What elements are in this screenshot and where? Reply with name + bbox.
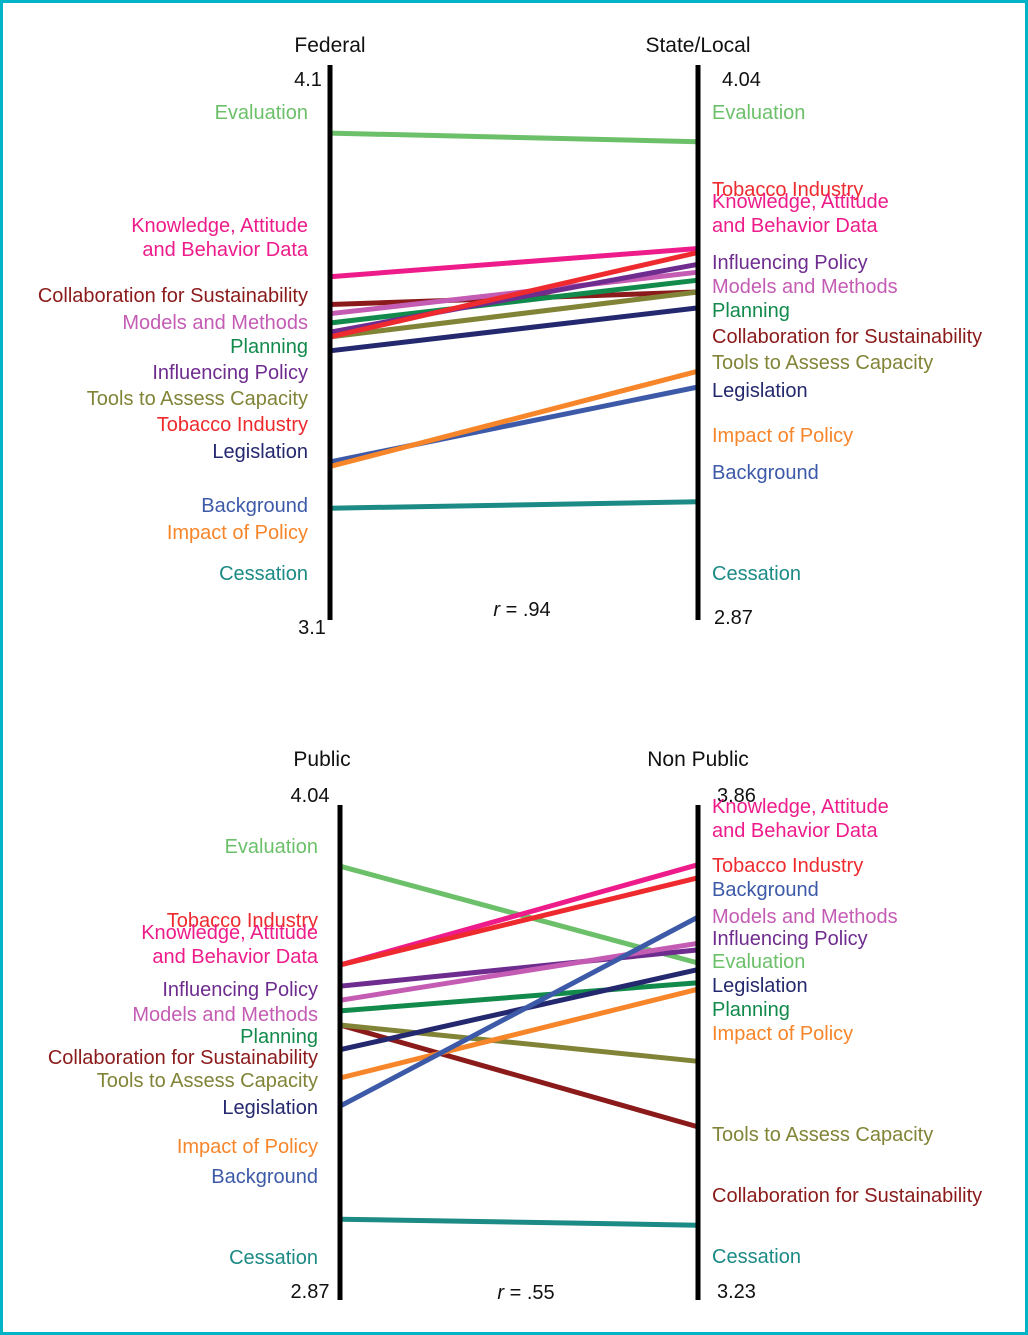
series-line-models-and-methods: [339, 940, 699, 1003]
right-label-background: Background: [712, 462, 819, 484]
left-label-impact-of-policy: Impact of Policy: [177, 1136, 318, 1158]
right-label-planning: Planning: [712, 999, 790, 1021]
right-label-tools-to-assess-capacity: Tools to Assess Capacity: [712, 1124, 933, 1146]
left-label-knowledge-attitude-and-behavior-data: Knowledge, Attitude and Behavior Data: [131, 215, 309, 261]
right-label-evaluation: Evaluation: [712, 102, 805, 124]
series-line-tools-to-assess-capacity: [329, 289, 699, 340]
right-axis-title: Non Public: [647, 748, 749, 771]
right-label-cessation: Cessation: [712, 563, 801, 585]
left-label-cessation: Cessation: [219, 563, 308, 585]
left-label-legislation: Legislation: [212, 441, 308, 463]
correlation-label: r = .94: [493, 599, 550, 621]
left-label-tobacco-industry: Tobacco Industry: [157, 414, 308, 436]
series-line-evaluation: [329, 130, 699, 145]
right-label-planning: Planning: [712, 300, 790, 322]
left-axis-title: Federal: [294, 34, 365, 57]
right-axis-title: State/Local: [645, 34, 750, 57]
left-label-legislation: Legislation: [222, 1097, 318, 1119]
right-label-cessation: Cessation: [712, 1246, 801, 1268]
left-label-impact-of-policy: Impact of Policy: [167, 522, 308, 544]
right-label-influencing-policy: Influencing Policy: [712, 252, 868, 274]
left-label-knowledge-attitude-and-behavior-data: Knowledge, Attitude and Behavior Data: [141, 922, 319, 968]
left-label-evaluation: Evaluation: [225, 836, 318, 858]
right-label-tools-to-assess-capacity: Tools to Assess Capacity: [712, 352, 933, 374]
right-axis-max-label: 3.86: [717, 785, 756, 807]
series-line-planning: [329, 277, 699, 326]
left-label-tobacco-industry: Tobacco Industry: [167, 910, 318, 932]
left-axis-min-label: 2.87: [291, 1281, 330, 1303]
right-label-impact-of-policy: Impact of Policy: [712, 1023, 853, 1045]
left-label-evaluation: Evaluation: [215, 102, 308, 124]
left-axis-max-label: 4.1: [294, 69, 322, 91]
correlation-label: r = .55: [497, 1282, 554, 1304]
series-line-knowledge-attitude-and-behavior-data: [329, 246, 699, 280]
right-axis-min-label: 2.87: [714, 607, 753, 629]
series-line-planning: [339, 980, 699, 1014]
left-label-influencing-policy: Influencing Policy: [162, 979, 318, 1001]
left-axis-max-label: 4.04: [291, 785, 330, 807]
left-axis-title: Public: [293, 748, 350, 771]
right-label-collaboration-for-sustainability: Collaboration for Sustainability: [712, 1185, 982, 1207]
chart-1: Federal State/Local 4.1 4.04 3.1 2.87 r = .94 E…: [38, 34, 982, 639]
right-label-models-and-methods: Models and Methods: [712, 906, 898, 928]
left-label-collaboration-for-sustainability: Collaboration for Sustainability: [38, 285, 308, 307]
series-line-tobacco-industry: [329, 250, 699, 340]
right-label-evaluation: Evaluation: [712, 951, 805, 973]
right-label-knowledge-attitude-and-behavior-data: Knowledge, Attitude and Behavior Data: [712, 796, 889, 842]
right-label-legislation: Legislation: [712, 975, 808, 997]
right-label-impact-of-policy: Impact of Policy: [712, 425, 853, 447]
right-label-legislation: Legislation: [712, 380, 808, 402]
left-label-collaboration-for-sustainability: Collaboration for Sustainability: [48, 1047, 318, 1069]
right-label-tobacco-industry: Tobacco Industry: [712, 179, 863, 201]
left-label-models-and-methods: Models and Methods: [122, 312, 308, 334]
left-label-planning: Planning: [240, 1026, 318, 1048]
right-label-knowledge-attitude-and-behavior-data: Knowledge, Attitude and Behavior Data: [712, 191, 889, 237]
series-line-influencing-policy: [339, 947, 699, 989]
right-axis-max-label: 4.04: [722, 69, 761, 91]
series-line-background: [338, 914, 700, 1109]
left-label-cessation: Cessation: [229, 1247, 318, 1269]
series-line-tobacco-industry: [339, 875, 699, 968]
right-label-background: Background: [712, 879, 819, 901]
right-label-models-and-methods: Models and Methods: [712, 276, 898, 298]
right-label-tobacco-industry: Tobacco Industry: [712, 855, 863, 877]
left-label-background: Background: [201, 495, 308, 517]
chart-2: Public Non Public 4.04 3.86 2.87 3.23 r = .55 E…: [48, 748, 982, 1304]
left-label-planning: Planning: [230, 336, 308, 358]
left-label-tools-to-assess-capacity: Tools to Assess Capacity: [87, 388, 308, 410]
series-line-tools-to-assess-capacity: [339, 1022, 699, 1064]
series-line-collaboration-for-sustainability: [339, 1022, 699, 1130]
series-line-cessation: [339, 1216, 699, 1228]
left-axis-min-label: 3.1: [298, 617, 326, 639]
series-line-legislation: [329, 305, 699, 354]
left-label-influencing-policy: Influencing Policy: [152, 362, 308, 384]
right-axis-min-label: 3.23: [717, 1281, 756, 1303]
series-line-impact-of-policy: [339, 986, 699, 1081]
right-label-collaboration-for-sustainability: Collaboration for Sustainability: [712, 326, 982, 348]
left-label-background: Background: [211, 1166, 318, 1188]
right-label-influencing-policy: Influencing Policy: [712, 928, 868, 950]
left-label-models-and-methods: Models and Methods: [132, 1004, 318, 1026]
series-line-cessation: [329, 499, 699, 511]
series-line-impact-of-policy: [329, 368, 699, 469]
left-label-tools-to-assess-capacity: Tools to Assess Capacity: [97, 1070, 318, 1092]
